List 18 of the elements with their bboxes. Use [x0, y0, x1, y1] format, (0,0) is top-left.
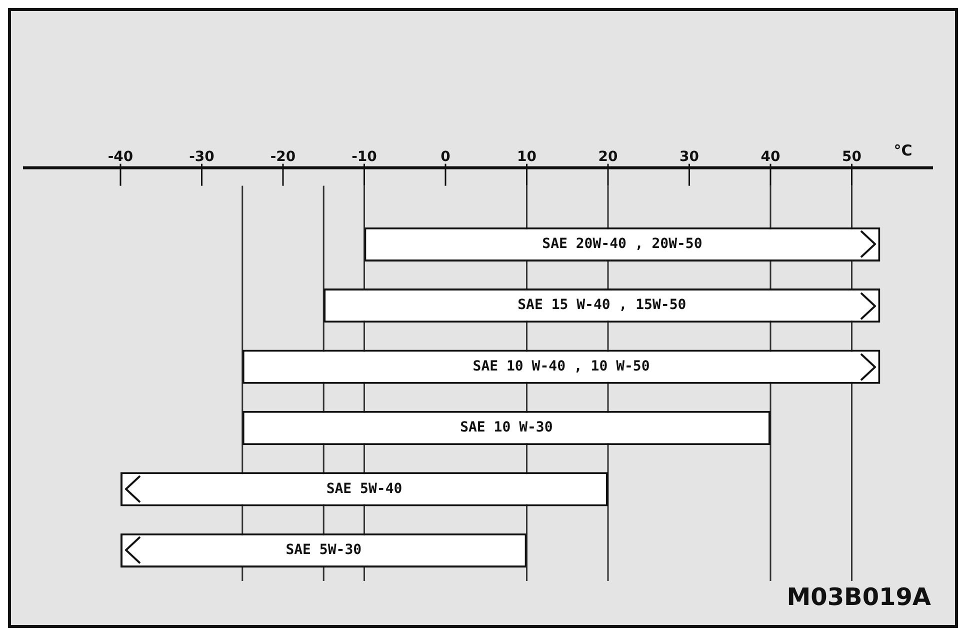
x-tick-label: -40: [108, 149, 134, 166]
y-tick-label: SAE 5W-40: [326, 480, 402, 497]
x-tick-label: 0: [440, 149, 451, 166]
x-tick-label: 10: [517, 149, 537, 166]
x-tick-label: 40: [760, 149, 780, 166]
y-tick-label: SAE 10 W-30: [460, 420, 553, 436]
x-axis-title: °C: [894, 142, 912, 160]
x-tick-label: 30: [680, 149, 700, 166]
y-tick-label: SAE 10 W-40 , 10 W-50: [472, 358, 650, 374]
x-tick-label: -20: [270, 149, 296, 166]
x-tick-label: -10: [352, 149, 378, 166]
text: M03B019A: [786, 583, 931, 611]
x-tick-label: 20: [598, 149, 618, 166]
x-tick-label: 50: [842, 149, 862, 166]
y-tick-label: SAE 5W-30: [286, 542, 362, 558]
x-tick-label: -30: [189, 149, 215, 166]
y-tick-label: SAE 15 W-40 , 15W-50: [518, 297, 686, 314]
y-tick-label: SAE 20W-40 , 20W-50: [542, 236, 702, 252]
